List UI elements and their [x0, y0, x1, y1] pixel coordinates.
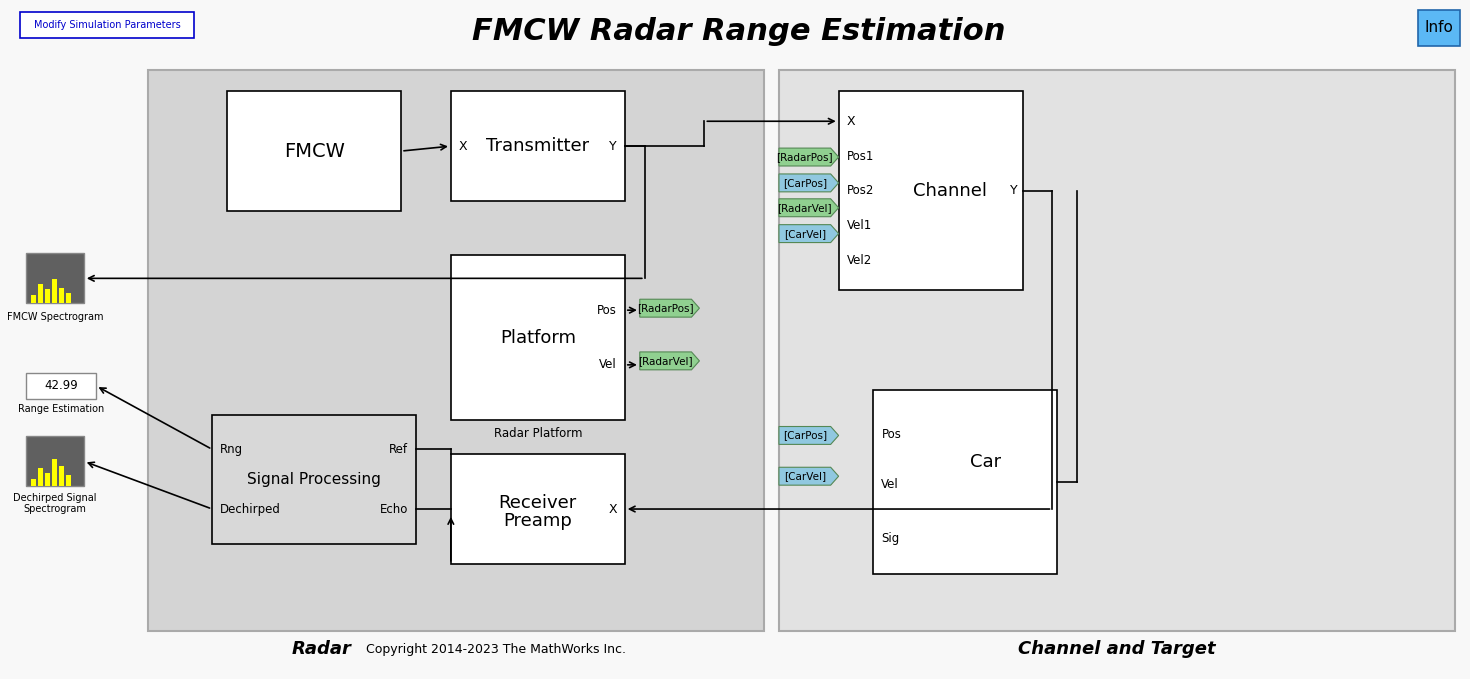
Text: Car: Car — [970, 453, 1001, 471]
FancyBboxPatch shape — [779, 69, 1455, 631]
FancyBboxPatch shape — [31, 479, 37, 486]
FancyBboxPatch shape — [147, 69, 764, 631]
Text: Pos: Pos — [597, 304, 617, 316]
Text: Pos2: Pos2 — [847, 185, 875, 198]
Text: Y: Y — [609, 140, 617, 153]
Text: Copyright 2014-2023 The MathWorks Inc.: Copyright 2014-2023 The MathWorks Inc. — [366, 643, 626, 656]
Text: FMCW Radar Range Estimation: FMCW Radar Range Estimation — [472, 17, 1005, 46]
Text: Channel and Target: Channel and Target — [1019, 640, 1216, 658]
Text: FMCW Spectrogram: FMCW Spectrogram — [7, 312, 103, 322]
Text: Range Estimation: Range Estimation — [18, 403, 104, 414]
FancyBboxPatch shape — [38, 284, 43, 304]
FancyBboxPatch shape — [26, 373, 96, 399]
FancyBboxPatch shape — [51, 279, 57, 304]
Text: Signal Processing: Signal Processing — [247, 472, 381, 487]
Polygon shape — [779, 148, 838, 166]
Text: FMCW: FMCW — [284, 142, 344, 160]
Text: Echo: Echo — [379, 502, 409, 515]
Text: [CarVel]: [CarVel] — [784, 229, 826, 238]
FancyBboxPatch shape — [46, 289, 50, 304]
FancyBboxPatch shape — [451, 255, 625, 420]
Polygon shape — [779, 199, 838, 217]
FancyBboxPatch shape — [873, 390, 1057, 574]
Text: Pos1: Pos1 — [847, 149, 875, 162]
Text: X: X — [847, 115, 856, 128]
FancyBboxPatch shape — [51, 459, 57, 486]
Text: Platform: Platform — [500, 329, 576, 346]
Text: Sig: Sig — [882, 532, 900, 545]
Text: [RadarPos]: [RadarPos] — [776, 152, 833, 162]
Text: Preamp: Preamp — [503, 512, 572, 530]
Polygon shape — [779, 426, 838, 444]
Text: [RadarPos]: [RadarPos] — [638, 304, 694, 313]
Text: [CarVel]: [CarVel] — [784, 471, 826, 481]
Text: Receiver: Receiver — [498, 494, 576, 512]
FancyBboxPatch shape — [66, 475, 71, 486]
FancyBboxPatch shape — [59, 288, 65, 304]
Text: Radar Platform: Radar Platform — [494, 427, 582, 440]
Text: 42.99: 42.99 — [44, 380, 78, 392]
FancyBboxPatch shape — [26, 253, 84, 304]
Text: Vel: Vel — [600, 359, 617, 371]
FancyBboxPatch shape — [228, 92, 401, 210]
Text: Vel1: Vel1 — [847, 219, 872, 232]
Text: Dechirped: Dechirped — [220, 502, 281, 515]
FancyBboxPatch shape — [451, 92, 625, 201]
Text: [CarPos]: [CarPos] — [782, 430, 828, 441]
Text: Ref: Ref — [390, 443, 409, 456]
Polygon shape — [779, 467, 838, 485]
Polygon shape — [639, 352, 700, 370]
Text: Transmitter: Transmitter — [487, 137, 589, 155]
FancyBboxPatch shape — [26, 437, 84, 486]
FancyBboxPatch shape — [838, 92, 1023, 291]
Polygon shape — [639, 299, 700, 317]
Text: Vel: Vel — [882, 477, 900, 491]
FancyBboxPatch shape — [66, 293, 71, 304]
FancyBboxPatch shape — [212, 415, 416, 544]
FancyBboxPatch shape — [46, 473, 50, 486]
Polygon shape — [779, 225, 838, 242]
Text: Info: Info — [1424, 20, 1454, 35]
Polygon shape — [779, 174, 838, 192]
FancyBboxPatch shape — [38, 469, 43, 486]
Text: [RadarVel]: [RadarVel] — [778, 203, 832, 213]
Text: Pos: Pos — [882, 428, 901, 441]
Text: Vel2: Vel2 — [847, 254, 872, 267]
FancyBboxPatch shape — [451, 454, 625, 564]
FancyBboxPatch shape — [59, 466, 65, 486]
FancyBboxPatch shape — [31, 295, 37, 304]
FancyBboxPatch shape — [21, 12, 194, 38]
Text: Radar: Radar — [291, 640, 351, 658]
Text: X: X — [609, 502, 617, 515]
FancyBboxPatch shape — [1419, 10, 1460, 45]
Text: Rng: Rng — [220, 443, 244, 456]
Text: Modify Simulation Parameters: Modify Simulation Parameters — [34, 20, 181, 30]
Text: X: X — [459, 140, 467, 153]
Text: Channel: Channel — [913, 182, 988, 200]
Text: Y: Y — [1010, 185, 1017, 198]
Text: Dechirped Signal: Dechirped Signal — [13, 493, 97, 503]
Text: Spectrogram: Spectrogram — [24, 504, 87, 514]
Text: [CarPos]: [CarPos] — [782, 178, 828, 188]
Text: [RadarVel]: [RadarVel] — [638, 356, 692, 366]
